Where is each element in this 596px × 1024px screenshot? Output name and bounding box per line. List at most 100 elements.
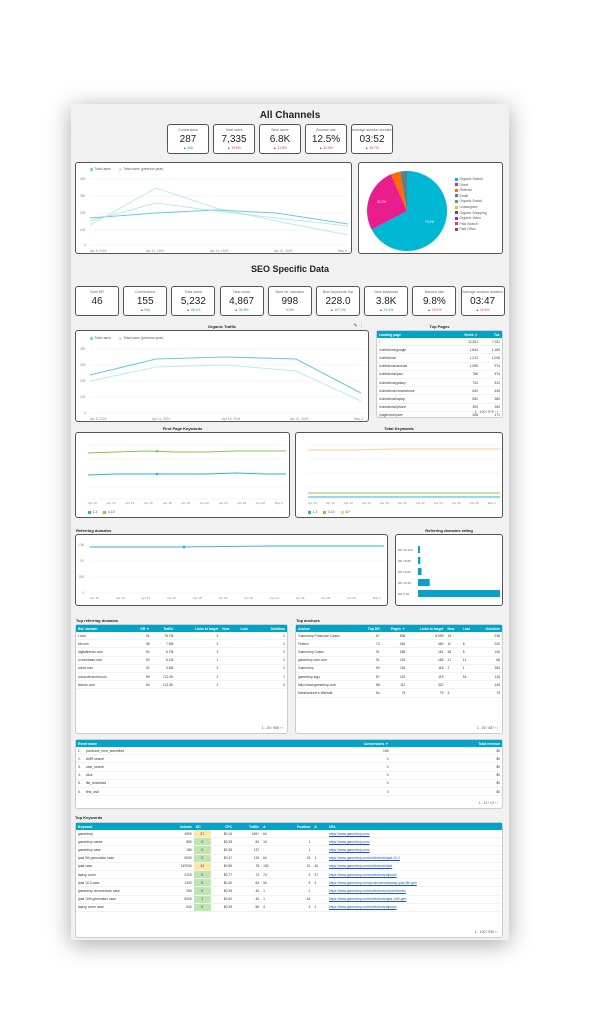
total-keywords-chart[interactable]: Total Keywords Apr 10 Apr 12 Apr 14 Apr 16 A… — [295, 426, 503, 518]
rating-bar[interactable] — [418, 557, 421, 564]
rating-bar[interactable] — [418, 546, 420, 553]
table-row[interactable]: http://www.gamedrop.com 88 111 322 149 — [296, 680, 502, 690]
column-header[interactable]: Links to target — [407, 625, 446, 632]
column-header[interactable]: Event name — [76, 740, 266, 747]
url-link[interactable]: https://www.gamedrop.com/products/hideaw… — [326, 878, 502, 888]
table-row[interactable]: Gamedrop 90 118 118 2 1 283 — [296, 664, 502, 673]
pie-slice[interactable] — [391, 171, 407, 211]
table-row[interactable]: /collections/ipad 786 574 — [377, 370, 502, 379]
table-row[interactable]: 6. first_visit 0 $0 — [76, 787, 502, 797]
total-users-chart[interactable]: Total users Total users (previous year) … — [75, 162, 352, 254]
url-link[interactable]: https://www.gamedrop.com/collections/ipa… — [326, 895, 502, 904]
referring-domains-chart[interactable]: Referring domains 1.5K 1K 500 0 Apr 10 Ap… — [75, 528, 388, 606]
table-row[interactable]: /12,811 7,011 — [377, 338, 502, 347]
column-header[interactable]: Δ — [312, 823, 327, 830]
column-header[interactable]: Tot. — [479, 331, 502, 338]
table-row[interactable]: /collections/galaxy 724 512 — [377, 378, 502, 388]
url-link[interactable]: https://www.gamedrop.com/collections/ipa… — [326, 862, 502, 871]
pager[interactable]: 1 - 100 / 930 ‹ › — [474, 930, 498, 934]
column-header[interactable]: Position — [279, 823, 313, 830]
column-header[interactable]: Keyword — [76, 823, 164, 830]
pager[interactable]: 1 - 13 / 13 ‹ › — [478, 801, 498, 805]
scorecard[interactable]: Bounce rate 9.8% ▲ 23.9% — [412, 286, 457, 316]
column-header[interactable]: Dofollow — [476, 625, 502, 632]
scorecard[interactable]: Bounce rate 12.5% ▲ 42.9% — [305, 124, 347, 154]
table-row[interactable]: gamedrop case 180 0 $0.35 137 1 https://www.ga… — [76, 845, 502, 855]
url-link[interactable]: https://www.gamedrop.com/collections/ipa… — [326, 854, 502, 863]
table-row[interactable]: gamedrop.logo 87 119 119 54 115 — [296, 672, 502, 682]
column-header[interactable]: Volume — [163, 823, 194, 830]
url-link[interactable]: https://www.gamedrop.com/ — [326, 837, 502, 847]
table-row[interactable]: /collections/google 1,844 1,180 — [377, 345, 502, 355]
scorecard[interactable]: Total users 5,232 ▲ 28.1% — [171, 286, 216, 316]
table-row[interactable]: 5. file_download 0 $0 — [76, 779, 502, 788]
scorecard[interactable]: New users 6.8K ▲ 21.8% — [259, 124, 301, 154]
table-row[interactable]: 3. user_search 0 $0 — [76, 762, 502, 772]
column-header[interactable]: Traffic — [234, 823, 262, 830]
organic-traffic-chart[interactable]: Organic Traffic ✎ ⋮ Total users Total us… — [75, 323, 369, 422]
column-header[interactable]: CPC — [210, 823, 235, 830]
column-header[interactable]: Lost — [238, 625, 257, 632]
column-header[interactable]: Views ▼ — [447, 331, 480, 338]
column-header[interactable]: Total revenue — [390, 740, 502, 747]
chart-menu-icon[interactable]: ✎ ⋮ — [353, 323, 364, 329]
table-row[interactable]: 2. AMR search 0 $0 — [76, 754, 502, 764]
rating-bar[interactable] — [418, 568, 422, 575]
scorecard[interactable]: Num keywords Top 228.0 ▲ 107.1% — [316, 286, 360, 316]
url-link[interactable]: https://www.gamedrop.com/collections/lap… — [326, 870, 502, 880]
scorecard[interactable]: Average session duration 03:47 ▲ 11.6% — [460, 286, 505, 316]
column-header[interactable]: URL — [326, 823, 502, 830]
url-link[interactable]: https://www.gamedrop.com/collections/chr… — [326, 886, 502, 896]
table-row[interactable]: Manufacturer's Website 54 79 79 3 79 — [296, 688, 502, 698]
pie-slice[interactable] — [400, 170, 407, 211]
pie-slice[interactable] — [367, 174, 407, 230]
table-row[interactable]: /pages/compare 266 171 — [377, 411, 502, 420]
column-header[interactable]: KD — [193, 823, 211, 830]
scorecard[interactable]: Conversions 287 ▲ N/A — [167, 124, 209, 154]
column-header[interactable]: Dofollow — [256, 625, 287, 632]
table-row[interactable]: Fintech 73 446 460 11 6 220 — [296, 639, 502, 649]
first-page-keywords-chart[interactable]: First Page Keywords Apr 10 Apr 12 Apr 14 Ap… — [75, 426, 290, 518]
rating-bar[interactable] — [418, 590, 500, 597]
scorecard[interactable]: Num DR 46 — [75, 286, 119, 316]
scorecard[interactable]: New users 4,867 ▲ 31.8% — [219, 286, 264, 316]
column-header[interactable]: Ref. domain — [76, 625, 130, 632]
rating-bar[interactable] — [418, 579, 430, 586]
table-row[interactable]: 4. click 0 $0 — [76, 771, 502, 780]
column-header[interactable]: Top DR — [359, 625, 382, 632]
table-row[interactable]: gamedrop cases 880 0 $0.35 84 16 1 https://www.… — [76, 837, 502, 847]
table-row[interactable]: /collections/1,212 1,026 — [377, 353, 502, 363]
column-header[interactable]: Δ — [261, 823, 280, 830]
table-row[interactable]: /collections/iphone 390 260 — [377, 403, 502, 412]
table-row[interactable]: digitaltrends.com 94 6.7M 2 2 — [76, 647, 287, 657]
scorecard[interactable]: Average session duration 03:52 ▲ 16.7% — [351, 124, 393, 154]
table-row[interactable]: /collections/android 1,088 974 — [377, 362, 502, 371]
column-header[interactable]: Conversions ▼ — [265, 740, 391, 747]
table-row[interactable]: gamedrop 4990 37 $0.16 199+ 64 https://www.gam… — [76, 830, 502, 839]
column-header[interactable]: Pages ▼ — [381, 625, 408, 632]
column-header[interactable]: Links to target — [175, 625, 221, 632]
table-row[interactable]: Gamedrop Cases 91 186 181 18 5 106 — [296, 647, 502, 657]
table-row[interactable]: ipad case 167000 24 $0.55 78 152 21 16 https://w… — [76, 862, 502, 871]
pager[interactable]: 1 - 100 / 572 ‹ › — [474, 410, 498, 414]
column-header[interactable]: New — [445, 625, 461, 632]
url-link[interactable]: https://www.gamedrop.com/ — [326, 845, 502, 855]
table-row[interactable]: laptop cover 2100 0 $0.77 74 74 4 37 https://www… — [76, 870, 502, 880]
table-row[interactable]: gamedrop.com.com 91 119 168 17 11 66 — [296, 656, 502, 665]
column-header[interactable]: Landing page — [377, 331, 448, 338]
table-row[interactable]: ipad 10th generation case 9000 1 $0.62 40 1 16… — [76, 895, 502, 904]
table-row[interactable]: gamedrop chromebook case 250 0 $0.35 40 1 1 htt… — [76, 886, 502, 896]
pager[interactable]: 1 - 25 / 487 ‹ › — [476, 726, 498, 730]
table-row[interactable]: crunchbase.com 90 6.1M 1 2 — [76, 656, 287, 665]
column-header[interactable]: Traffic — [151, 625, 176, 632]
scorecard[interactable]: Num ref. domains 998 0.0% — [267, 286, 312, 316]
table-row[interactable]: ipad 9th generation case 9000 0 $0.47 115 64 1… — [76, 854, 502, 863]
table-row[interactable]: bit.com 95 7.5M 2 2 — [76, 639, 287, 649]
pie-slice[interactable] — [371, 170, 448, 251]
scorecard[interactable]: Conversions 155 ▲ N/A — [123, 286, 168, 316]
table-row[interactable]: laptop cover case 640 0 $0.39 56 4 3 1 https://w… — [76, 903, 502, 912]
table-row[interactable]: Gamedrop Protection Cases 87 836 5,399 19 236 — [296, 632, 502, 641]
column-header[interactable]: Lost — [460, 625, 477, 632]
column-header[interactable]: Anchor — [296, 625, 360, 632]
table-row[interactable]: 1. purchase_form_submitted 155 $0 — [76, 747, 502, 756]
